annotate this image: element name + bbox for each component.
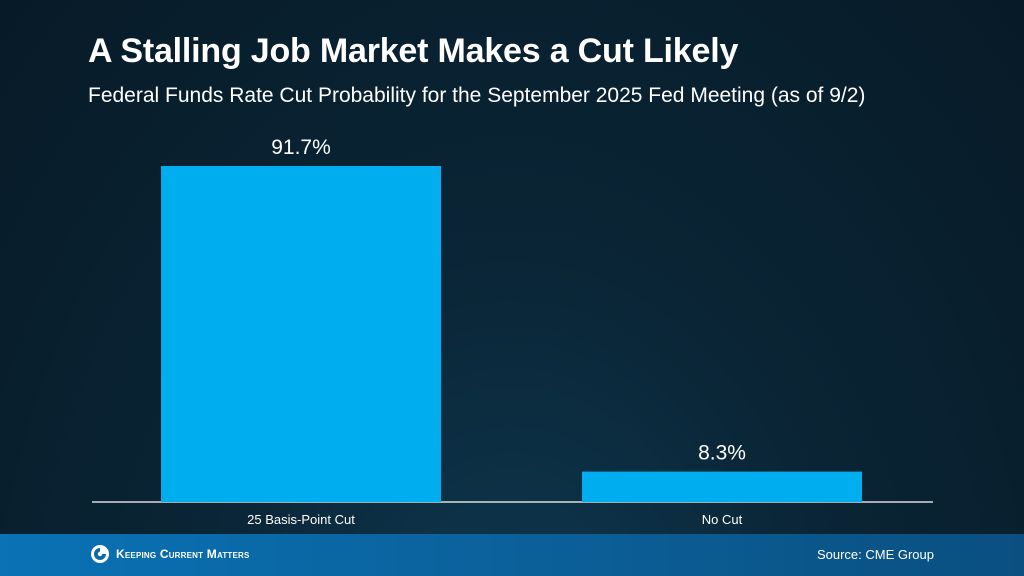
data-label-2: 8.3% [698,442,746,465]
footer-bar: Keeping Current Matters Source: CME Grou… [0,534,1024,576]
source-note: Source: CME Group [816,547,934,562]
x-tick-label-1: 25 Basis-Point Cut [247,512,355,527]
chart-subtitle: Federal Funds Rate Cut Probability for t… [88,84,866,107]
bar-chart: 91.7% 25 Basis-Point Cut 8.3% No Cut [161,136,862,527]
bar-2 [582,471,862,502]
chart-title: A Stalling Job Market Makes a Cut Likely [88,32,739,70]
kcm-logo-text: Keeping Current Matters [116,547,250,561]
data-label-1: 91.7% [271,136,331,159]
kcm-logo-icon [91,545,109,563]
x-tick-label-2: No Cut [702,512,743,527]
bar-1 [161,166,441,502]
kcm-logo: Keeping Current Matters [90,544,250,564]
